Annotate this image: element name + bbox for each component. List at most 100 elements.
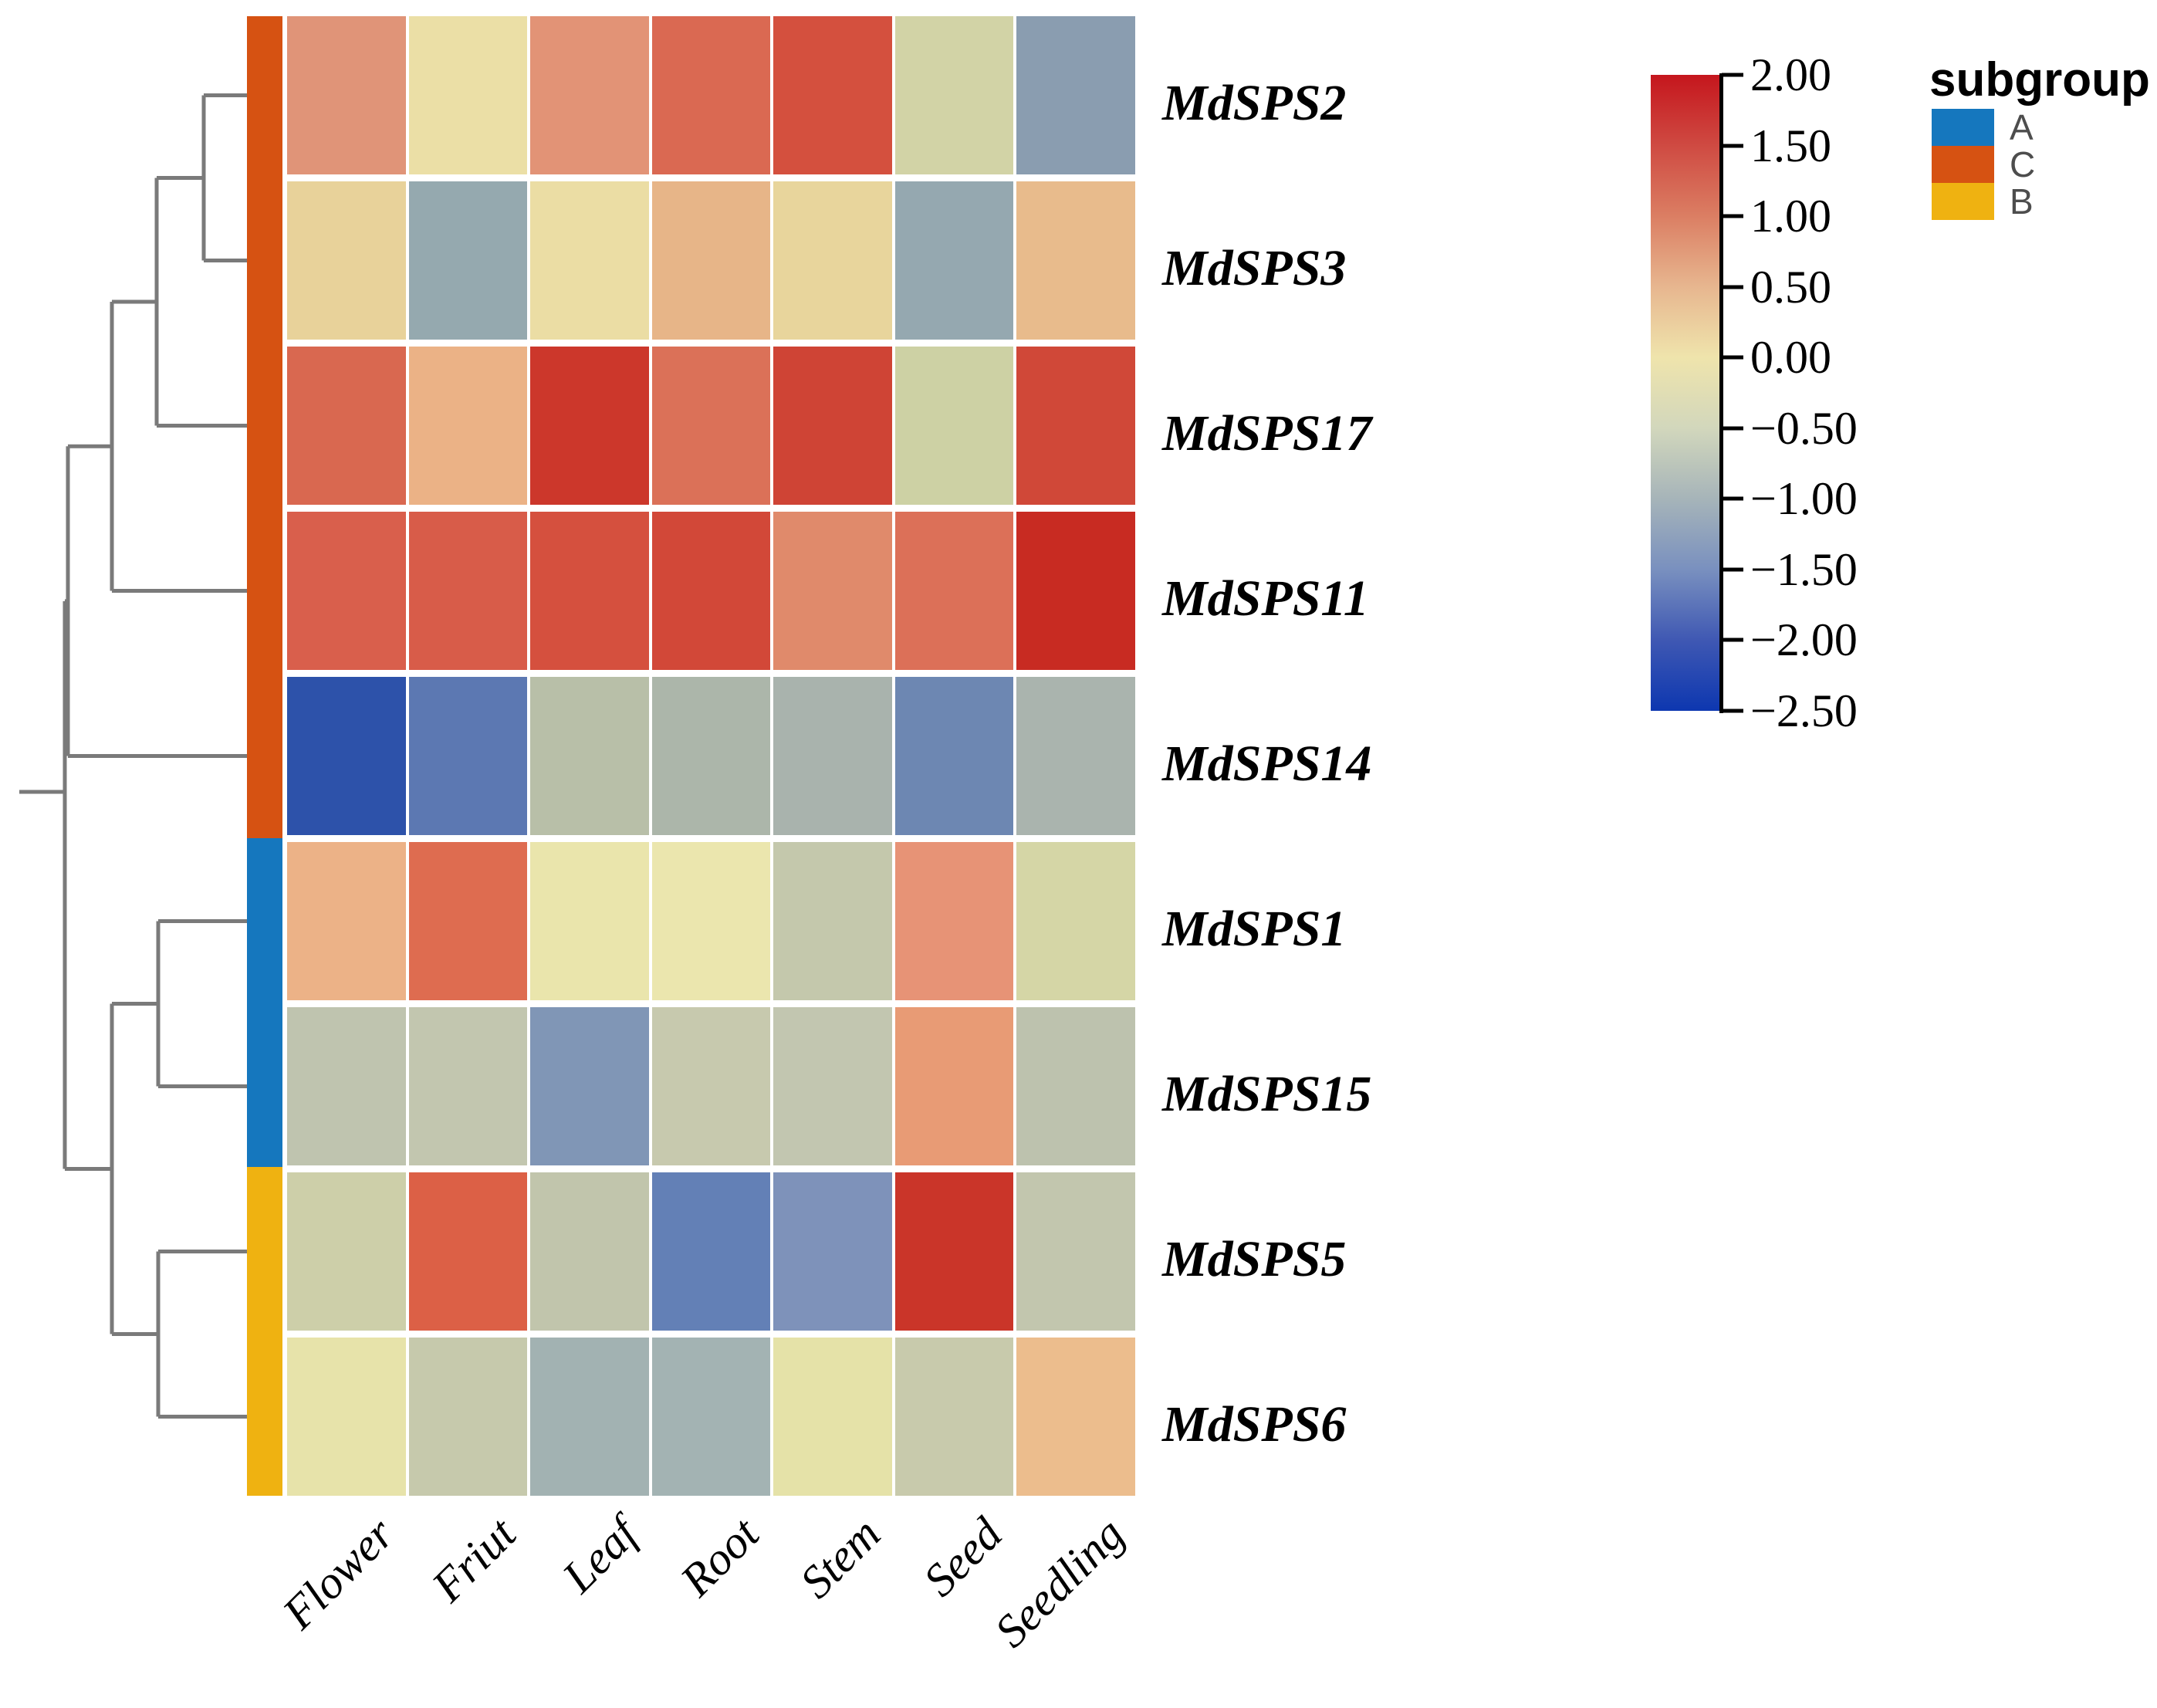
annotation-strip-C (247, 16, 282, 838)
column-label-Root: Root (671, 1507, 769, 1606)
heatmap-cell-MdSPS6-Flower (287, 1338, 406, 1496)
heatmap-cell-MdSPS11-Seed (894, 512, 1014, 670)
colorbar-tick (1722, 638, 1743, 642)
colorbar-tick-label: 2.00 (1750, 49, 1831, 100)
heatmap-cell-MdSPS2-Seed (894, 16, 1014, 174)
heatmap-cell-MdSPS14-Stem (773, 677, 892, 835)
row-label-MdSPS3: MdSPS3 (1162, 239, 1347, 296)
heatmap-cell-MdSPS1-Seed (894, 842, 1014, 1000)
legend-label-C: C (2010, 144, 2036, 184)
colorbar-tick-label: −2.50 (1750, 685, 1858, 736)
colorbar-tick (1722, 285, 1743, 289)
heatmap-cell-MdSPS17-Leaf (530, 347, 649, 505)
heatmap-cell-MdSPS15-Leaf (530, 1007, 649, 1165)
heatmap-cell-MdSPS5-Friut (408, 1172, 528, 1331)
column-label-Stem: Stem (790, 1507, 891, 1608)
legend-swatch-C (1932, 146, 1994, 183)
heatmap-cell-MdSPS15-Seedling (1016, 1007, 1135, 1165)
heatmap-cell-MdSPS2-Leaf (530, 16, 649, 174)
colorbar-tick-label: 0.00 (1750, 332, 1831, 384)
heatmap-cell-MdSPS2-Seedling (1016, 16, 1135, 174)
heatmap-cell-MdSPS11-Leaf (530, 512, 649, 670)
heatmap-cell-MdSPS1-Leaf (530, 842, 649, 1000)
heatmap-cell-MdSPS3-Leaf (530, 181, 649, 340)
heatmap-cell-MdSPS17-Seed (894, 347, 1014, 505)
colorbar-tick (1722, 709, 1743, 713)
heatmap-cell-MdSPS2-Flower (287, 16, 406, 174)
column-label-Seedling: Seedling (985, 1507, 1134, 1657)
legend-swatch-A (1932, 109, 1994, 146)
heatmap-cell-MdSPS15-Stem (773, 1007, 892, 1165)
heatmap-cell-MdSPS5-Seed (894, 1172, 1014, 1331)
row-label-MdSPS6: MdSPS6 (1162, 1395, 1347, 1453)
heatmap-grid (287, 16, 1135, 1496)
colorbar-tick-label: −1.50 (1750, 543, 1858, 595)
heatmap-cell-MdSPS14-Leaf (530, 677, 649, 835)
dendrogram (19, 93, 247, 1419)
colorbar-tick-label: 0.50 (1750, 261, 1831, 313)
colorbar-tick-label: −2.00 (1750, 614, 1858, 666)
heatmap-cell-MdSPS2-Friut (408, 16, 528, 174)
heatmap-cell-MdSPS14-Seed (894, 677, 1014, 835)
heatmap-cell-MdSPS6-Stem (773, 1338, 892, 1496)
heatmap-cell-MdSPS17-Stem (773, 347, 892, 505)
heatmap-cell-MdSPS11-Seedling (1016, 512, 1135, 670)
row-label-MdSPS15: MdSPS15 (1162, 1065, 1372, 1122)
heatmap-cell-MdSPS17-Friut (408, 347, 528, 505)
heatmap-cell-MdSPS1-Flower (287, 842, 406, 1000)
column-label-Flower: Flower (273, 1507, 404, 1639)
colorbar-tick (1722, 496, 1743, 501)
heatmap-cell-MdSPS17-Flower (287, 347, 406, 505)
column-label-Leaf: Leaf (553, 1507, 647, 1602)
colorbar-axis-line (1719, 73, 1723, 713)
heatmap-cell-MdSPS3-Root (651, 181, 771, 340)
heatmap-cell-MdSPS6-Leaf (530, 1338, 649, 1496)
heatmap-cell-MdSPS6-Friut (408, 1338, 528, 1496)
heatmap-cell-MdSPS2-Root (651, 16, 771, 174)
colorbar-gradient (1651, 75, 1721, 711)
heatmap-cell-MdSPS11-Friut (408, 512, 528, 670)
heatmap-cell-MdSPS3-Friut (408, 181, 528, 340)
colorbar-tick (1722, 426, 1743, 431)
heatmap-cell-MdSPS5-Seedling (1016, 1172, 1135, 1331)
heatmap-cell-MdSPS3-Seed (894, 181, 1014, 340)
heatmap-cell-MdSPS1-Root (651, 842, 771, 1000)
heatmap-cell-MdSPS2-Stem (773, 16, 892, 174)
heatmap-cell-MdSPS17-Seedling (1016, 347, 1135, 505)
row-label-MdSPS17: MdSPS17 (1162, 404, 1372, 462)
heatmap-cell-MdSPS14-Flower (287, 677, 406, 835)
row-label-MdSPS14: MdSPS14 (1162, 735, 1372, 792)
legend-title: subgroup (1929, 53, 2150, 107)
heatmap-cell-MdSPS5-Stem (773, 1172, 892, 1331)
colorbar-tick-label: 1.50 (1750, 120, 1831, 171)
heatmap-cell-MdSPS14-Seedling (1016, 677, 1135, 835)
annotation-strip-A (247, 838, 282, 1167)
annotation-strip-B (247, 1167, 282, 1496)
heatmap-cell-MdSPS14-Root (651, 677, 771, 835)
legend-label-B: B (2010, 181, 2034, 222)
row-label-MdSPS1: MdSPS1 (1162, 900, 1347, 957)
colorbar-tick-label: −1.00 (1750, 473, 1858, 525)
heatmap-cell-MdSPS5-Leaf (530, 1172, 649, 1331)
row-label-MdSPS5: MdSPS5 (1162, 1230, 1347, 1287)
heatmap-cell-MdSPS1-Friut (408, 842, 528, 1000)
row-label-MdSPS2: MdSPS2 (1162, 74, 1347, 131)
colorbar-tick (1722, 567, 1743, 572)
colorbar-tick (1722, 214, 1743, 218)
heatmap-cell-MdSPS6-Seed (894, 1338, 1014, 1496)
legend-label-A: A (2010, 107, 2034, 147)
heatmap-cell-MdSPS11-Root (651, 512, 771, 670)
heatmap-cell-MdSPS15-Friut (408, 1007, 528, 1165)
colorbar-tick (1722, 73, 1743, 77)
colorbar-tick-label: 1.00 (1750, 191, 1831, 242)
legend-swatch-B (1932, 183, 1994, 220)
column-label-Friut: Friut (422, 1507, 526, 1612)
heatmap-cell-MdSPS15-Flower (287, 1007, 406, 1165)
heatmap-cell-MdSPS17-Root (651, 347, 771, 505)
colorbar-tick (1722, 144, 1743, 148)
heatmap-cell-MdSPS1-Seedling (1016, 842, 1135, 1000)
heatmap-cell-MdSPS5-Root (651, 1172, 771, 1331)
heatmap-cell-MdSPS15-Root (651, 1007, 771, 1165)
row-label-MdSPS11: MdSPS11 (1162, 570, 1369, 627)
